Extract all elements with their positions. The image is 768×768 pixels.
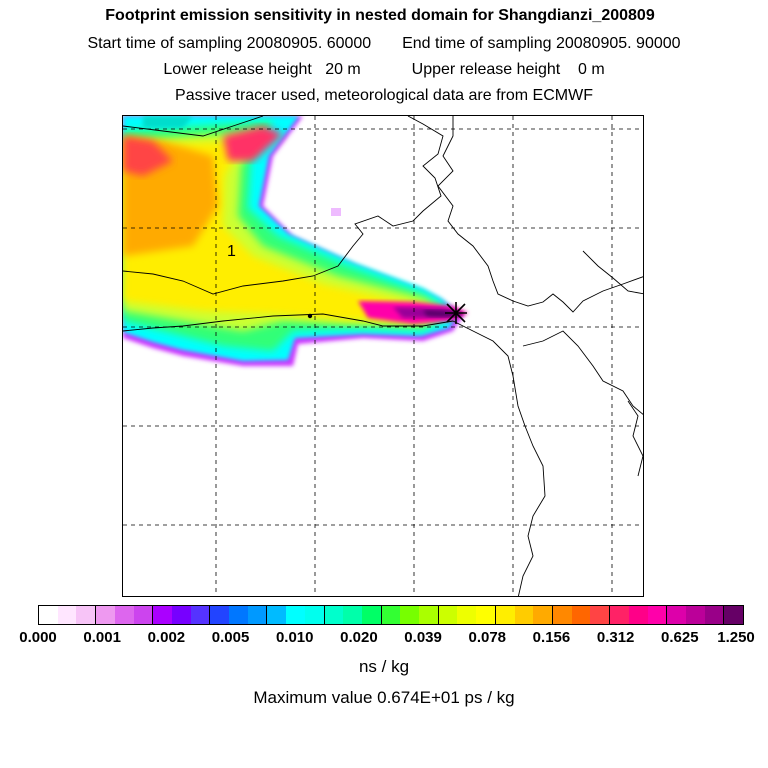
legend-swatch <box>76 606 96 624</box>
legend-swatch <box>666 606 686 624</box>
legend-swatch <box>419 606 438 624</box>
legend-swatch <box>343 606 362 624</box>
legend-swatch <box>647 606 667 624</box>
legend-swatch <box>171 606 191 624</box>
legend-tick-label: 0.002 <box>147 629 186 646</box>
legend-unit: ns / kg <box>358 657 410 676</box>
station-dot <box>307 313 313 319</box>
legend-tick-label: 0.156 <box>532 629 571 646</box>
legend-swatch <box>304 606 324 624</box>
legend-tick-label: 0.020 <box>340 629 378 646</box>
end-time-label: End time of sampling 20080905. 90000 <box>402 35 681 52</box>
legend-tick-label: 0.312 <box>596 629 635 646</box>
legend-swatch <box>609 606 629 624</box>
legend-swatch <box>133 606 153 624</box>
legend-tick-label: 0.625 <box>661 629 699 646</box>
legend-swatch <box>190 606 210 624</box>
tracer-note: Passive tracer used, meteorological data… <box>175 87 593 104</box>
upper-height-label: Upper release height 0 m <box>411 61 605 78</box>
legend-swatch <box>286 606 305 624</box>
legend-tick-label: 0.078 <box>468 629 507 646</box>
legend-swatch <box>437 606 458 624</box>
legend-tick-label: 0.010 <box>275 629 314 646</box>
legend-swatch <box>590 606 610 624</box>
release-point-icon <box>445 302 467 324</box>
legend-swatch <box>209 606 230 624</box>
legend-tick-label: 0.039 <box>404 629 442 646</box>
legend-swatch <box>152 606 172 624</box>
legend-tick-label: 0.001 <box>83 629 121 646</box>
legend-swatch <box>494 606 515 624</box>
plume-teal-edge-north <box>143 116 193 128</box>
legend-tick-label: 1.250 <box>717 629 755 646</box>
map-canvas: 1 <box>123 116 643 596</box>
legend-swatch <box>533 606 552 624</box>
legend-swatch <box>114 606 134 624</box>
legend-swatch <box>551 606 572 624</box>
start-time-label: Start time of sampling 20080905. 60000 <box>87 35 372 52</box>
legend-swatch <box>723 606 744 624</box>
map-panel: 1 <box>122 115 644 597</box>
legend-swatch <box>229 606 248 624</box>
lower-height-label: Lower release height 20 m <box>163 61 361 78</box>
color-legend <box>38 605 744 625</box>
legend-swatch <box>323 606 344 624</box>
legend-swatch <box>457 606 477 624</box>
footprint-plume <box>123 116 468 366</box>
plume-red-north <box>223 126 283 161</box>
legend-swatch <box>380 606 401 624</box>
coastlines <box>123 116 643 596</box>
legend-swatch <box>361 606 381 624</box>
legend-swatch <box>628 606 648 624</box>
plume-red <box>123 136 173 176</box>
plot-title: Footprint emission sensitivity in nested… <box>105 7 655 24</box>
legend-swatch <box>39 606 58 624</box>
small-purple-spot <box>331 208 341 216</box>
release-heights: Lower release height 20 m Upper release … <box>0 60 768 80</box>
sampling-times: Start time of sampling 20080905. 60000 E… <box>0 34 768 54</box>
legend-tick-label: 0.000 <box>19 629 57 646</box>
legend-swatch <box>514 606 534 624</box>
contour-label: 1 <box>227 243 236 260</box>
lat-lon-grid <box>123 116 643 596</box>
legend-swatch <box>95 606 115 624</box>
legend-swatch <box>571 606 591 624</box>
legend-swatch <box>247 606 267 624</box>
legend-swatch <box>704 606 724 624</box>
legend-swatch <box>476 606 495 624</box>
legend-swatch <box>400 606 420 624</box>
legend-swatch <box>57 606 77 624</box>
legend-swatch <box>685 606 705 624</box>
legend-tick-label: 0.005 <box>211 629 250 646</box>
legend-swatch <box>266 606 287 624</box>
max-value-label: Maximum value 0.674E+01 ps / kg <box>253 688 515 707</box>
